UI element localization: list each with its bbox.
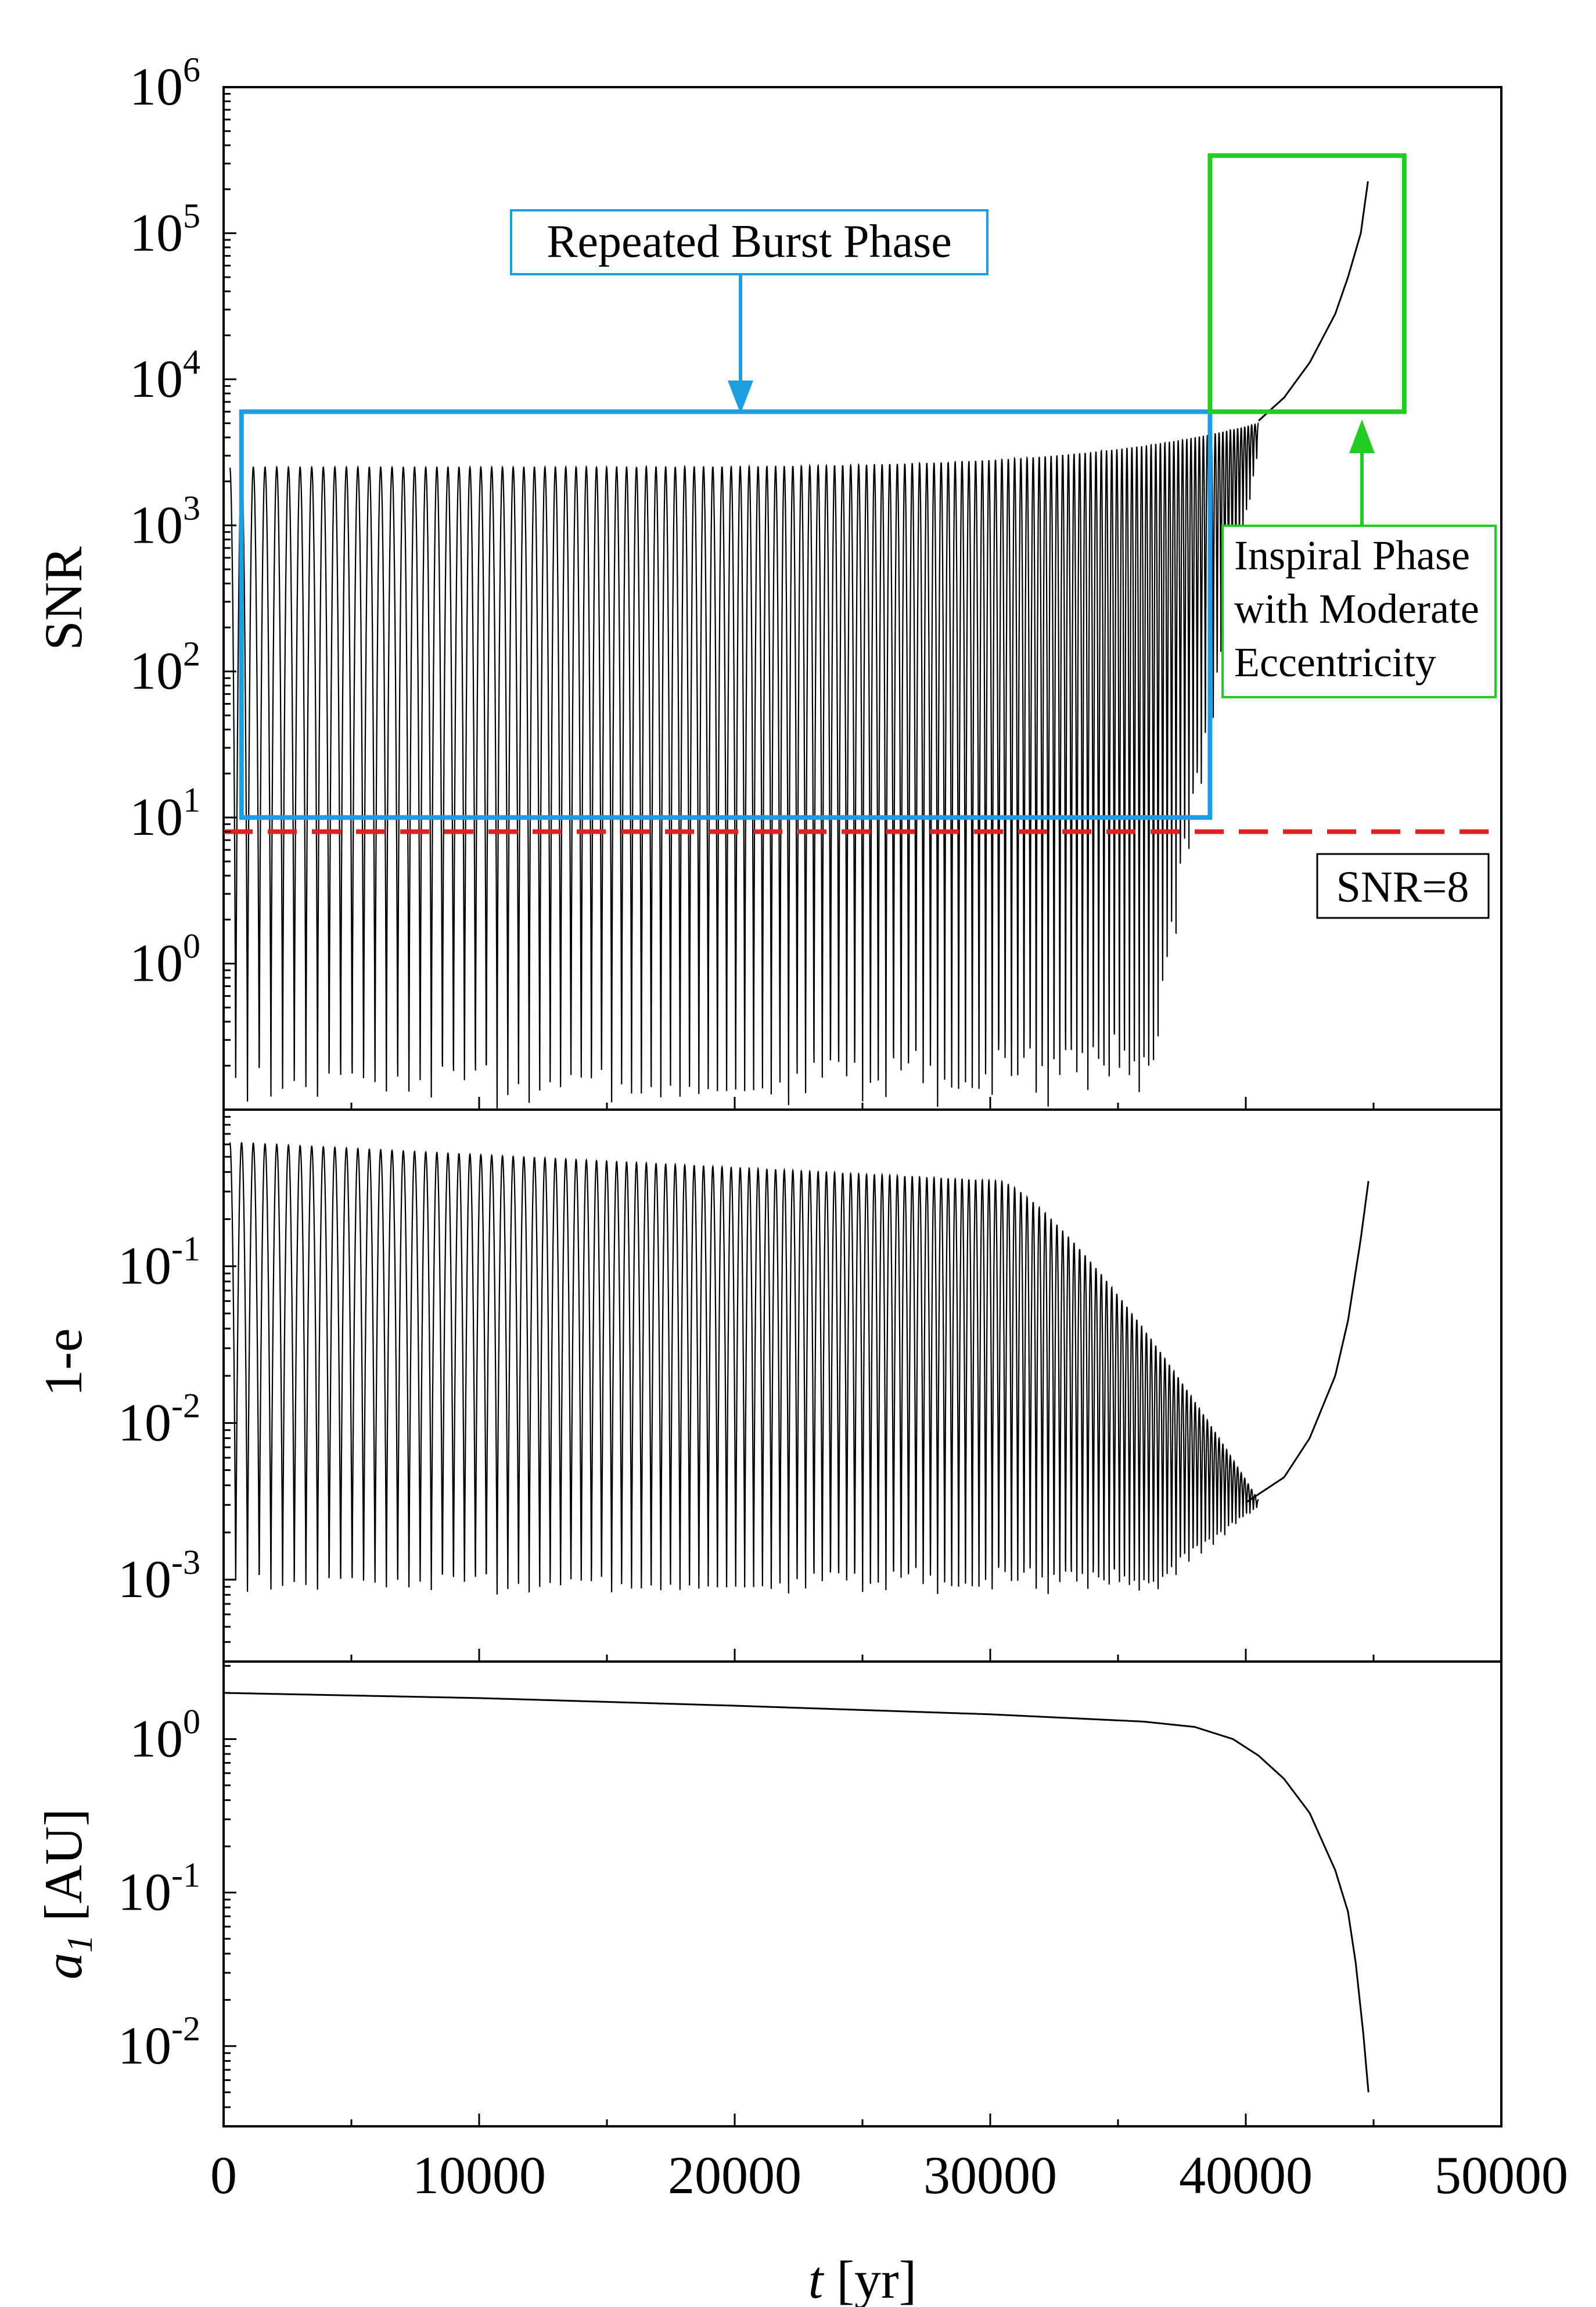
snr-ytick-label: 106 [130,51,200,116]
semimajor-y-ticks: 10-2 10-1 100 [118,1664,236,2127]
inspiral-phase-box [1207,153,1407,414]
snr-ytick-label: 102 [130,635,200,701]
inspiral-phase-label-box [1221,525,1497,698]
eccentricity-series [229,1142,1369,1595]
burst-phase-arrow-head [728,381,753,414]
x-axis-ticks: 0 10000 20000 30000 40000 50000 [210,2114,1568,2205]
semimajor-panel: 10-2 10-1 100 0 10000 20000 30000 40000 50000 a… [34,1660,1568,2307]
snr-burst-line [229,422,1259,1109]
snr-annotations: Repeated Burst Phase Inspiral Phase with M… [239,153,1497,820]
x-axis-label: t [yr] [808,2250,916,2307]
snr-ylabel: SNR [34,546,93,651]
semimajor-ytick-label: 100 [130,1702,200,1768]
snr-threshold-label-box [1316,853,1490,919]
x-tick-label: 30000 [923,2145,1057,2205]
snr-threshold: SNR=8 [224,829,1501,919]
eccentricity-oscillation-line [229,1142,1259,1595]
x-tick-label: 50000 [1435,2145,1568,2205]
burst-phase-label-box [510,209,988,275]
eccentricity-ytick-label: 10-1 [118,1230,200,1296]
snr-ytick-label: 103 [130,489,200,554]
inspiral-phase-arrow-head [1349,419,1375,453]
semimajor-ylabel: a1 [AU] [34,1809,100,1979]
semimajor-line [223,1692,1369,2093]
inspiral-phase-label: Eccentricity [1234,639,1436,686]
snr-ytick-label: 101 [130,781,200,846]
x-tick-label: 40000 [1179,2145,1313,2205]
eccentricity-x-ticks [222,1649,1502,1662]
snr-ytick-label: 104 [130,343,200,408]
eccentricity-y-ticks: 10-3 10-2 10-1 [118,1108,236,1663]
semimajor-series [223,1692,1369,2093]
eccentricity-inspiral-line [1245,1181,1369,1504]
inspiral-phase-label: with Moderate [1234,586,1479,632]
snr-ytick-label: 100 [130,927,200,993]
x-tick-label: 10000 [412,2145,546,2205]
snr-y-ticks: 100 101 102 103 104 105 106 [130,51,236,1111]
snr-threshold-label: SNR=8 [1336,863,1469,912]
snr-ytick-label: 105 [130,196,200,262]
x-tick-label: 0 [210,2145,237,2205]
x-tick-label: 20000 [668,2145,801,2205]
eccentricity-ytick-label: 10-2 [118,1386,200,1452]
snr-series [229,181,1369,1109]
semimajor-ytick-label: 10-2 [118,2010,200,2075]
semimajor-ytick-label: 10-1 [118,1856,200,1922]
burst-phase-label: Repeated Burst Phase [547,216,952,267]
snr-inspiral-line [1258,181,1369,422]
eccentricity-ytick-label: 10-3 [118,1543,200,1609]
snr-panel: SNR=8 100 101 102 103 104 105 106 Repeated Bur… [34,51,1502,1111]
eccentricity-ylabel: 1-e [34,1328,93,1396]
inspiral-phase-label: Inspiral Phase [1234,532,1470,579]
burst-phase-box [239,409,1213,820]
